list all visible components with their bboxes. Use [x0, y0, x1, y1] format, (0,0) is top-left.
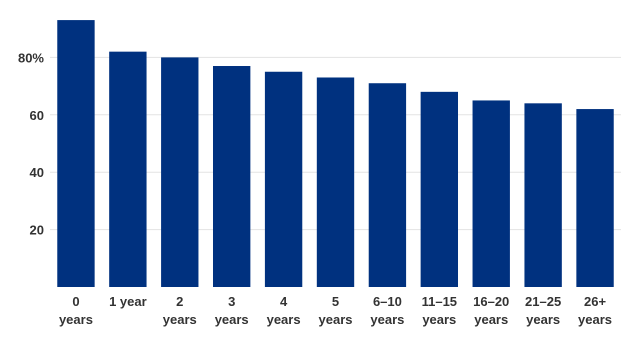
- y-tick-label: 80%: [18, 50, 44, 65]
- bar: [524, 103, 562, 287]
- x-category-label: years: [422, 312, 456, 327]
- x-category-label: years: [163, 312, 197, 327]
- y-axis-tick-labels: 20 40 60 80%: [18, 50, 44, 237]
- x-category-label: years: [215, 312, 249, 327]
- x-category-label: 0: [72, 294, 79, 309]
- y-tick-label: 40: [30, 165, 44, 180]
- x-category-label: years: [526, 312, 560, 327]
- bar: [420, 91, 459, 287]
- x-category-label: 4: [280, 294, 288, 309]
- x-category-label: years: [59, 312, 93, 327]
- x-axis-category-labels: 0 years 1 year 2 years 3 years 4 years 5 years 6–10…: [59, 294, 612, 327]
- x-category-label: years: [267, 312, 301, 327]
- bar: [316, 77, 355, 288]
- bar: [161, 57, 199, 288]
- x-category-label: 5: [332, 294, 339, 309]
- y-tick-label: 20: [30, 223, 44, 238]
- x-category-label: 2: [176, 294, 183, 309]
- x-category-label: 3: [228, 294, 235, 309]
- x-category-label: 21–25: [525, 294, 561, 309]
- x-category-label: years: [370, 312, 404, 327]
- x-category-label: years: [474, 312, 508, 327]
- bar: [57, 20, 95, 288]
- bars: [57, 20, 614, 288]
- bar: [576, 109, 614, 287]
- x-category-label: 11–15: [422, 294, 457, 309]
- x-category-label: 1 year: [109, 294, 147, 309]
- y-tick-label: 60: [30, 108, 44, 123]
- bar: [212, 66, 251, 287]
- x-category-label: 6–10: [373, 294, 402, 309]
- bar: [472, 100, 510, 287]
- bar: [368, 83, 407, 287]
- x-category-label: 26+: [584, 294, 606, 309]
- bar: [109, 51, 147, 287]
- x-category-label: years: [319, 312, 353, 327]
- bar: [264, 71, 303, 287]
- x-category-label: 16–20: [473, 294, 509, 309]
- x-category-label: years: [578, 312, 612, 327]
